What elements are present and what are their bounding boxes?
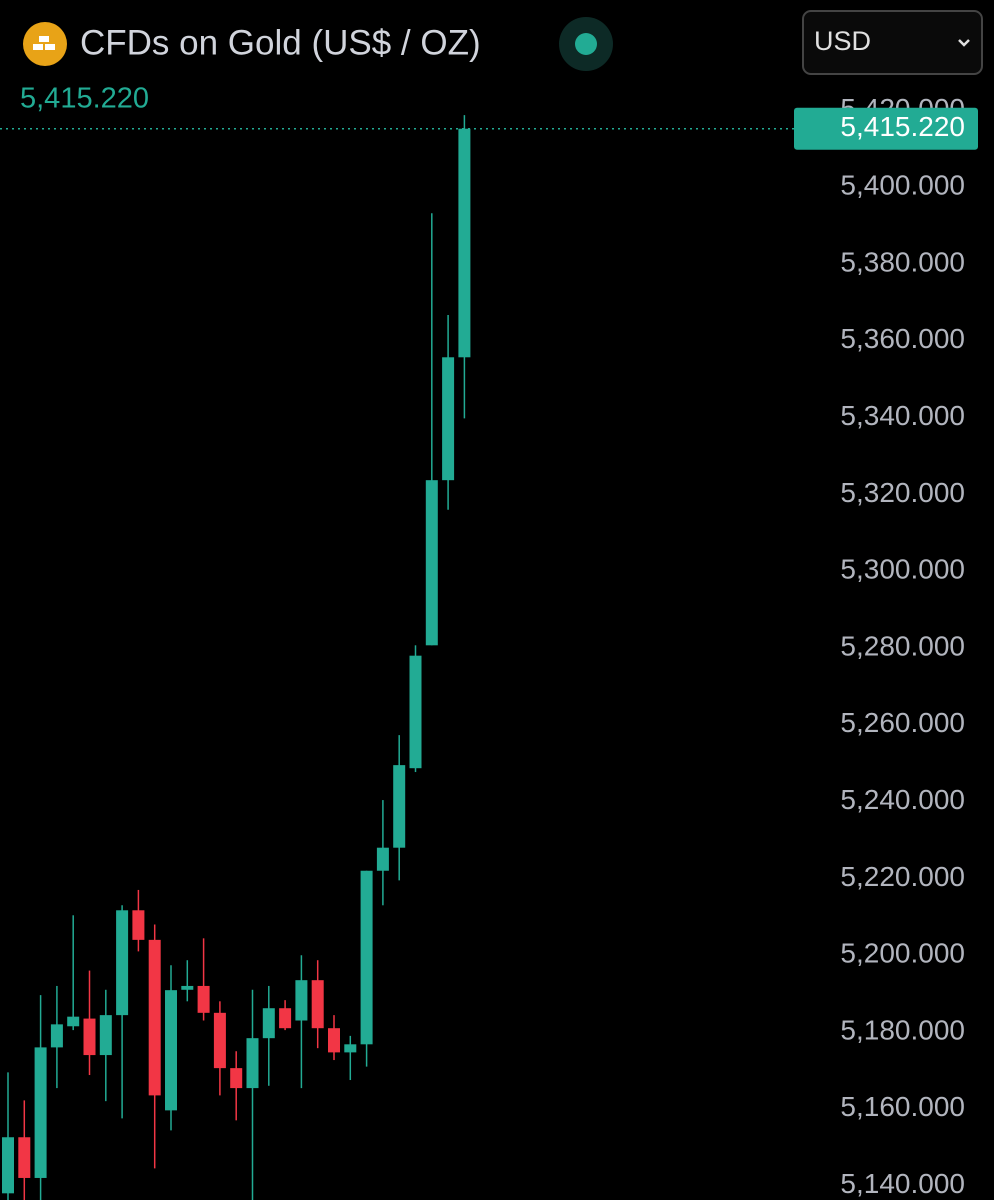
candle-body bbox=[230, 1068, 243, 1089]
y-tick-label: 5,360.000 bbox=[840, 323, 965, 354]
y-tick-label: 5,340.000 bbox=[840, 400, 965, 431]
gold-bar bbox=[33, 44, 43, 50]
candle-body bbox=[393, 765, 406, 848]
candle-body bbox=[197, 985, 210, 1013]
candle-body bbox=[246, 1038, 259, 1089]
header-price: 5,415.220 bbox=[20, 83, 149, 115]
y-tick-label: 5,280.000 bbox=[840, 630, 965, 661]
y-tick-label: 5,180.000 bbox=[840, 1014, 965, 1045]
candle-body bbox=[279, 1008, 292, 1029]
y-tick-label: 5,260.000 bbox=[840, 707, 965, 738]
candle-body bbox=[328, 1028, 340, 1053]
y-tick-label: 5,200.000 bbox=[840, 938, 965, 969]
candle-body bbox=[2, 1137, 14, 1194]
candle-body bbox=[295, 980, 308, 1021]
candle-body bbox=[18, 1137, 31, 1178]
candle-body bbox=[116, 910, 129, 1016]
currency-label: USD bbox=[814, 26, 871, 56]
candle-body bbox=[344, 1044, 357, 1053]
currency-dropdown[interactable] bbox=[802, 10, 983, 75]
candle-body bbox=[376, 847, 389, 871]
y-tick-label: 5,220.000 bbox=[840, 861, 965, 892]
y-tick-label: 5,240.000 bbox=[840, 784, 965, 815]
candle-body bbox=[99, 1015, 112, 1056]
last-price-label: 5,415.220 bbox=[840, 111, 965, 142]
y-tick-label: 5,320.000 bbox=[840, 477, 965, 508]
candle-body bbox=[148, 939, 161, 1096]
candles bbox=[2, 115, 471, 1200]
candle-body bbox=[181, 985, 194, 990]
y-tick-label: 5,140.000 bbox=[840, 1168, 965, 1199]
price-axis: 5,140.000 5,160.000 5,180.000 5,200.000 5,22… bbox=[808, 93, 965, 1199]
market-status[interactable] bbox=[575, 33, 597, 55]
y-tick-label: 5,160.000 bbox=[840, 1091, 965, 1122]
dropdown-chevron bbox=[958, 39, 970, 47]
candle-body bbox=[165, 990, 177, 1111]
gold-bar bbox=[45, 44, 55, 50]
symbol-title: CFDs on Gold (US$ / OZ) bbox=[80, 23, 481, 62]
candle-body bbox=[425, 480, 438, 646]
candle-body bbox=[409, 655, 422, 769]
candle-body bbox=[360, 870, 373, 1045]
y-tick-label: 5,400.000 bbox=[840, 170, 965, 201]
candle-body bbox=[132, 910, 145, 940]
candle-body bbox=[50, 1024, 63, 1048]
candle-body bbox=[34, 1047, 47, 1178]
candle-body bbox=[442, 357, 455, 481]
gold-bar bbox=[39, 36, 49, 42]
candle-body bbox=[458, 128, 471, 358]
y-tick-label: 5,380.000 bbox=[840, 246, 965, 277]
candle-body bbox=[262, 1008, 275, 1039]
candle-body bbox=[213, 1012, 226, 1069]
candle-body bbox=[83, 1018, 96, 1056]
last-price-badge bbox=[794, 107, 978, 150]
candle-body bbox=[67, 1016, 80, 1027]
y-tick-label: 5,300.000 bbox=[840, 554, 965, 585]
candle-body bbox=[311, 980, 324, 1029]
